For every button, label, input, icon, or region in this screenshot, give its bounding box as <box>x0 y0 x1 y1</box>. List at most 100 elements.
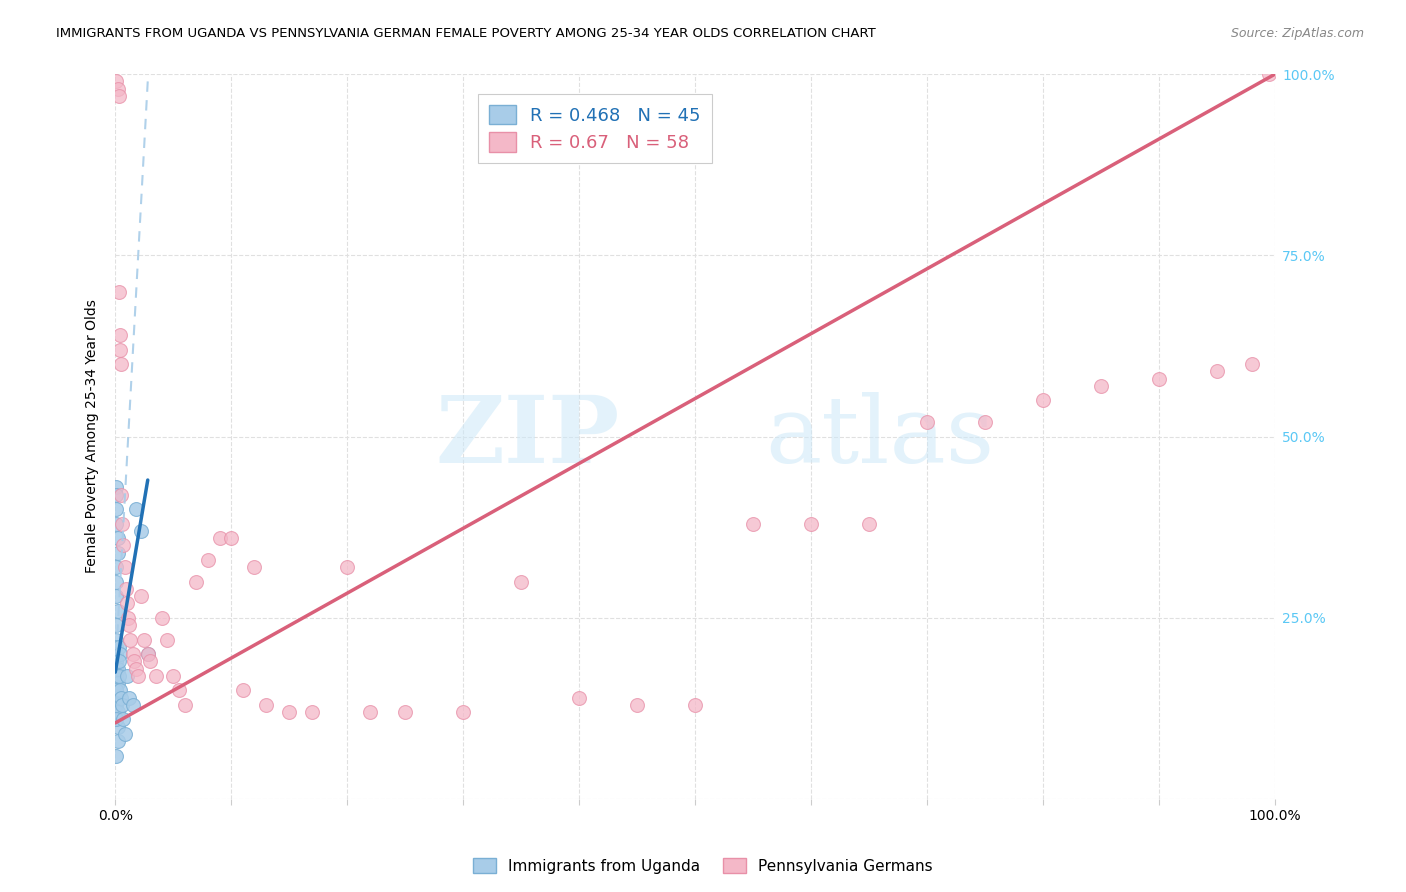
Point <box>254 698 277 712</box>
Point <box>122 654 145 668</box>
Point <box>105 683 128 698</box>
Point <box>359 705 381 719</box>
Point <box>105 712 128 726</box>
Point <box>107 720 129 734</box>
Point <box>108 343 131 357</box>
Point <box>105 669 128 683</box>
Point <box>112 538 135 552</box>
Point <box>107 662 129 676</box>
Point <box>105 487 128 501</box>
Point <box>105 647 128 661</box>
Point <box>134 632 156 647</box>
Point <box>107 734 129 748</box>
Point <box>108 647 131 661</box>
Point <box>167 683 190 698</box>
Point <box>301 705 323 719</box>
Point <box>139 654 162 668</box>
Point <box>1032 393 1054 408</box>
Point <box>105 589 128 603</box>
Point <box>112 712 135 726</box>
Point <box>800 516 823 531</box>
Point <box>858 516 880 531</box>
Point <box>197 553 219 567</box>
Point <box>114 727 136 741</box>
Point <box>278 705 301 719</box>
Point <box>121 647 143 661</box>
Point <box>108 683 131 698</box>
Point <box>186 574 208 589</box>
Text: ZIP: ZIP <box>436 392 620 482</box>
Point <box>118 690 141 705</box>
Point <box>107 285 129 299</box>
Point <box>173 698 195 712</box>
Point <box>742 516 765 531</box>
Point <box>105 560 128 574</box>
Point <box>107 88 129 103</box>
Point <box>114 560 136 574</box>
Point <box>107 531 129 545</box>
Point <box>125 662 148 676</box>
Point <box>108 328 131 343</box>
Point <box>129 524 152 538</box>
Point <box>136 647 159 661</box>
Point <box>208 531 231 545</box>
Text: IMMIGRANTS FROM UGANDA VS PENNSYLVANIA GERMAN FEMALE POVERTY AMONG 25-34 YEAR OL: IMMIGRANTS FROM UGANDA VS PENNSYLVANIA G… <box>56 27 876 40</box>
Point <box>1090 378 1112 392</box>
Point <box>162 669 184 683</box>
Point <box>243 560 266 574</box>
Point <box>1240 357 1263 371</box>
Point <box>115 596 138 610</box>
Legend: Immigrants from Uganda, Pennsylvania Germans: Immigrants from Uganda, Pennsylvania Ger… <box>467 852 939 880</box>
Point <box>1147 371 1170 385</box>
Point <box>111 516 134 531</box>
Point <box>1206 364 1229 378</box>
Point <box>219 531 242 545</box>
Point <box>120 632 142 647</box>
Point <box>105 516 128 531</box>
Point <box>104 480 127 494</box>
Point <box>105 640 128 654</box>
Point <box>568 690 591 705</box>
Point <box>156 632 179 647</box>
Point <box>107 603 129 617</box>
Point <box>107 705 129 719</box>
Text: Source: ZipAtlas.com: Source: ZipAtlas.com <box>1230 27 1364 40</box>
Point <box>136 647 159 661</box>
Point <box>107 640 129 654</box>
Y-axis label: Female Poverty Among 25-34 Year Olds: Female Poverty Among 25-34 Year Olds <box>86 300 100 574</box>
Point <box>111 698 134 712</box>
Point <box>115 669 138 683</box>
Point <box>105 632 128 647</box>
Point <box>974 415 997 429</box>
Point <box>117 611 139 625</box>
Point <box>105 74 128 88</box>
Point <box>915 415 938 429</box>
Point <box>626 698 648 712</box>
Point <box>105 647 128 661</box>
Point <box>107 81 129 95</box>
Point <box>105 574 128 589</box>
Point <box>127 669 149 683</box>
Point <box>107 545 129 559</box>
Point <box>232 683 254 698</box>
Point <box>145 669 167 683</box>
Point <box>150 611 173 625</box>
Point <box>110 690 132 705</box>
Point <box>105 654 128 668</box>
Point <box>683 698 706 712</box>
Point <box>394 705 416 719</box>
Point <box>107 676 129 690</box>
Point <box>105 690 128 705</box>
Point <box>110 487 132 501</box>
Point <box>510 574 533 589</box>
Point <box>451 705 474 719</box>
Text: atlas: atlas <box>765 392 994 482</box>
Point <box>107 654 129 668</box>
Point <box>110 357 132 371</box>
Point <box>121 698 143 712</box>
Point <box>105 662 128 676</box>
Legend: R = 0.468   N = 45, R = 0.67   N = 58: R = 0.468 N = 45, R = 0.67 N = 58 <box>478 94 711 162</box>
Point <box>1258 67 1281 81</box>
Point <box>118 618 141 632</box>
Point <box>129 589 152 603</box>
